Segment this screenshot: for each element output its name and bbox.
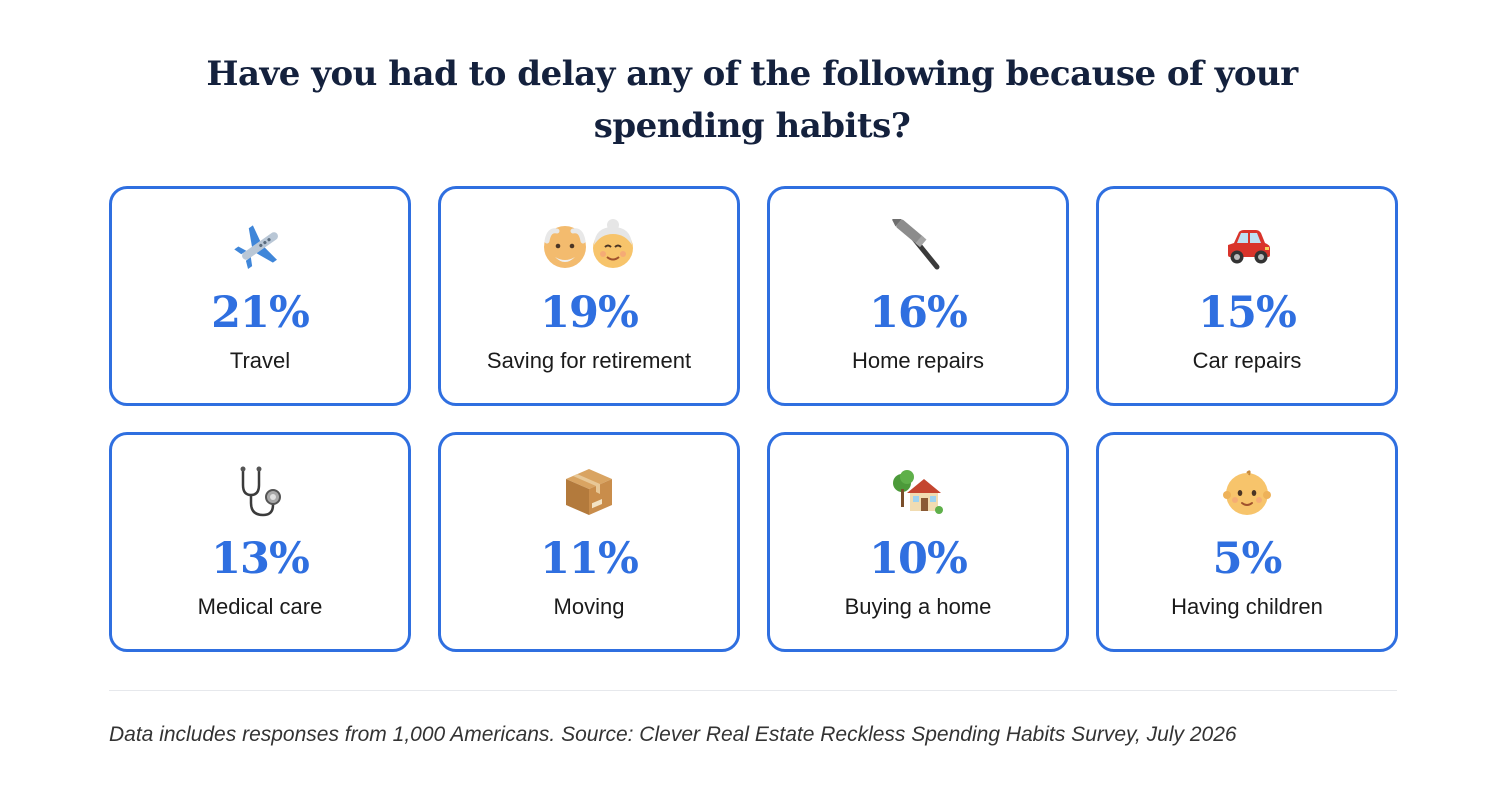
car-icon xyxy=(1099,219,1395,273)
stat-card-medical-care: 13% Medical care xyxy=(109,432,411,652)
stat-label: Saving for retirement xyxy=(486,348,692,373)
stat-label: Car repairs xyxy=(1192,348,1302,373)
stat-card-car-repairs: 15% Car repairs xyxy=(1096,186,1398,406)
stat-value: 19% xyxy=(540,288,639,338)
stat-label: Medical care xyxy=(197,594,323,619)
stat-card-travel: 21% Travel xyxy=(109,186,411,406)
stats-grid: 21% Travel 19% Saving for retirement xyxy=(109,186,1398,652)
stat-card-having-children: 5% Having children xyxy=(1096,432,1398,652)
stat-value: 11% xyxy=(540,534,639,584)
stat-value: 10% xyxy=(869,534,968,584)
page-title: Have you had to delay any of the followi… xyxy=(206,54,1298,146)
stethoscope-icon xyxy=(112,465,408,519)
stat-value: 13% xyxy=(211,534,310,584)
stat-card-home-repairs: 16% Home repairs xyxy=(767,186,1069,406)
house-icon xyxy=(770,465,1066,519)
package-box-icon xyxy=(441,465,737,519)
baby-icon xyxy=(1099,465,1395,519)
stat-label: Travel xyxy=(229,348,291,373)
stat-value: 21% xyxy=(211,288,310,338)
stat-value: 16% xyxy=(869,288,968,338)
stat-value: 5% xyxy=(1212,534,1283,584)
stat-value: 15% xyxy=(1198,288,1297,338)
hammer-icon xyxy=(770,219,1066,273)
older-couple-icon xyxy=(441,219,737,273)
stat-card-retirement: 19% Saving for retirement xyxy=(438,186,740,406)
stat-label: Having children xyxy=(1171,594,1323,619)
stat-label: Buying a home xyxy=(844,594,992,619)
stat-label: Home repairs xyxy=(851,348,985,373)
stat-label: Moving xyxy=(553,594,625,619)
divider xyxy=(109,690,1397,691)
stat-card-buying-home: 10% Buying a home xyxy=(767,432,1069,652)
stat-card-moving: 11% Moving xyxy=(438,432,740,652)
source-note: Data includes responses from 1,000 Ameri… xyxy=(109,723,1237,746)
airplane-icon xyxy=(112,219,408,273)
